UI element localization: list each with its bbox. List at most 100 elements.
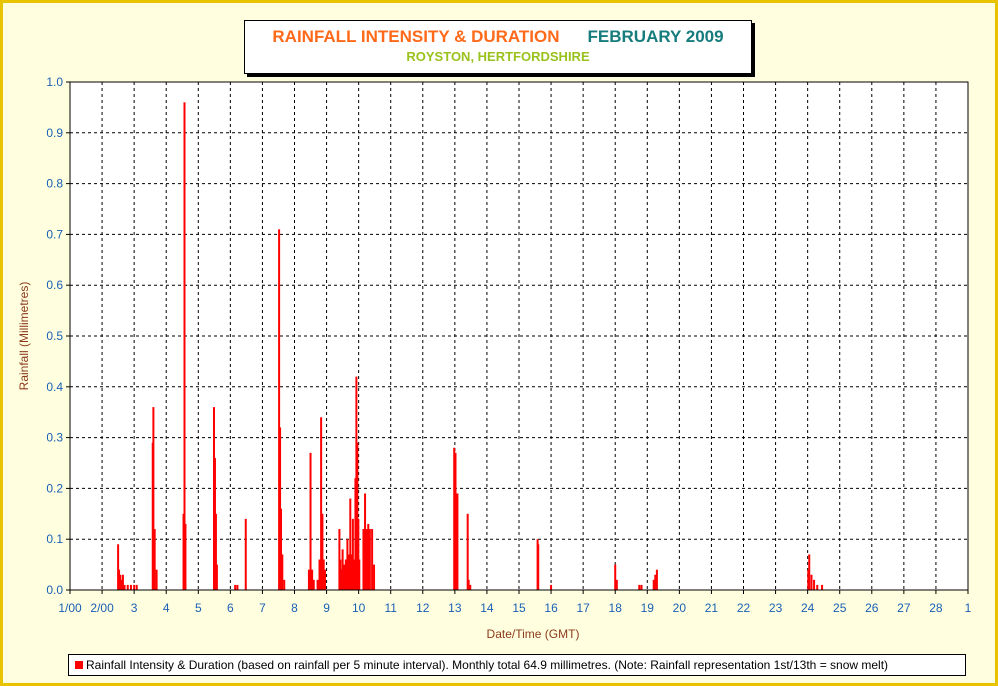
x-tick-label: 6 <box>227 601 234 615</box>
chart-subtitle: ROYSTON, HERTFORDSHIRE <box>406 49 590 64</box>
y-axis-title: Rainfall (Millimetres) <box>17 282 31 391</box>
rain-bar <box>316 579 319 590</box>
rain-bar <box>808 554 811 590</box>
y-tick-label: 0.2 <box>46 481 63 495</box>
rain-bar <box>615 579 618 590</box>
chart-title-box: RAINFALL INTENSITY & DURATION FEBRUARY 20… <box>244 20 752 74</box>
y-tick-label: 0.3 <box>46 431 63 445</box>
rain-bar <box>816 584 819 590</box>
rain-bar <box>456 493 459 590</box>
x-axis-title: Date/Time (GMT) <box>487 627 580 641</box>
rain-bar <box>323 569 326 590</box>
rain-bar <box>638 584 641 590</box>
y-tick-label: 0.1 <box>46 532 63 546</box>
x-tick-label: 5 <box>195 601 202 615</box>
rain-bar <box>215 564 218 590</box>
rain-bar <box>466 513 469 590</box>
x-tick-label: 8 <box>291 601 298 615</box>
legend-swatch <box>75 661 83 669</box>
rain-bar <box>309 452 312 590</box>
x-tick-label: 21 <box>705 601 719 615</box>
x-tick-label: 13 <box>448 601 462 615</box>
y-tick-label: 0.7 <box>46 227 63 241</box>
rain-bar <box>813 579 816 590</box>
x-tick-label: 15 <box>512 601 526 615</box>
rain-bar <box>129 584 132 590</box>
rain-bar <box>236 584 239 590</box>
y-tick-label: 0.8 <box>46 177 63 191</box>
x-tick-label: 2/00 <box>90 601 114 615</box>
x-tick-label: 17 <box>576 601 590 615</box>
x-tick-label: 14 <box>480 601 494 615</box>
x-tick-label: 3 <box>131 601 138 615</box>
rain-bar <box>318 559 321 590</box>
rain-bar <box>339 559 342 590</box>
rain-bar <box>351 518 354 590</box>
rain-bar <box>214 513 217 590</box>
rain-bar <box>244 518 247 590</box>
x-tick-label: 22 <box>737 601 751 615</box>
rain-bar <box>357 518 360 590</box>
x-tick-label: 26 <box>865 601 879 615</box>
rain-bar <box>356 442 359 590</box>
x-tick-label: 4 <box>163 601 170 615</box>
y-tick-label: 0.9 <box>46 126 63 140</box>
rain-bar <box>152 407 155 590</box>
x-tick-label: 9 <box>323 601 330 615</box>
rain-bar <box>344 559 347 590</box>
rain-bar <box>123 584 126 590</box>
chart-title: RAINFALL INTENSITY & DURATION <box>272 27 560 46</box>
x-tick-label: 1/00 <box>58 601 82 615</box>
rain-bar <box>312 579 315 590</box>
rain-bar <box>135 584 138 590</box>
rain-bar <box>453 447 456 590</box>
rain-bar <box>348 554 351 590</box>
plot-border <box>69 81 969 591</box>
x-tick-label: 19 <box>641 601 655 615</box>
y-tick-label: 0.5 <box>46 329 63 343</box>
rain-bar <box>353 559 356 590</box>
rain-bar <box>550 584 553 590</box>
y-tick-label: 0.6 <box>46 278 63 292</box>
rain-bar <box>126 584 129 590</box>
x-tick-label: 12 <box>416 601 430 615</box>
rain-bar <box>320 417 323 590</box>
rain-bar <box>364 493 367 590</box>
x-tick-label: 24 <box>801 601 815 615</box>
rain-bar <box>117 544 120 590</box>
rain-bar <box>368 529 371 590</box>
y-tick-label: 0.0 <box>46 583 63 597</box>
rain-bar <box>469 584 472 590</box>
x-tick-label: 10 <box>352 601 366 615</box>
x-tick-label: 16 <box>544 601 558 615</box>
rain-bar <box>810 574 813 590</box>
rain-bar <box>280 508 283 590</box>
rain-bar <box>358 559 361 590</box>
rain-bar <box>311 569 314 590</box>
rain-bar <box>234 584 237 590</box>
rain-bar <box>278 229 281 590</box>
x-tick-label: 25 <box>833 601 847 615</box>
x-tick-label: 23 <box>769 601 783 615</box>
rain-bar <box>281 554 284 590</box>
x-tick-label: 11 <box>384 601 397 615</box>
x-tick-label: 27 <box>897 601 911 615</box>
x-tick-label: 1 <box>965 601 972 615</box>
rain-bar <box>343 564 346 590</box>
rain-bar <box>321 513 324 590</box>
rain-bar <box>350 554 353 590</box>
legend: Rainfall Intensity & Duration (based on … <box>68 654 966 676</box>
rain-bar <box>655 569 658 590</box>
y-tick-label: 0.4 <box>46 380 63 394</box>
rain-bar <box>121 574 124 590</box>
rain-bar <box>153 529 156 590</box>
rain-bar <box>184 523 187 590</box>
rain-bar <box>614 564 617 590</box>
rain-bar <box>307 569 310 590</box>
rain-bar <box>120 579 123 590</box>
rain-bar <box>118 569 121 590</box>
rain-bar <box>454 452 457 590</box>
rain-bar <box>346 539 349 590</box>
rain-bar <box>349 498 352 590</box>
